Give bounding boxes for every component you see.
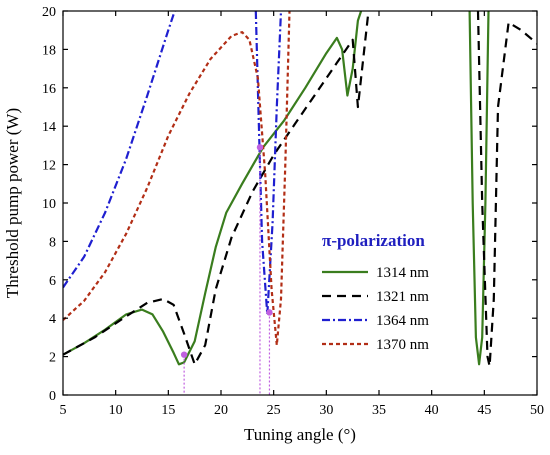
legend-label-1321-nm: 1321 nm — [376, 289, 429, 305]
y-tick-label-14: 14 — [42, 120, 56, 135]
series-line-1370-nm-part-1 — [63, 11, 291, 347]
series-line-1364-nm-part-1 — [63, 11, 176, 289]
legend: π-polarization 1314 nm 1321 nm 1364 nm 1370… — [322, 231, 429, 353]
series-line-1321-nm-part-1 — [63, 11, 370, 366]
marker-2 — [256, 144, 264, 151]
x-tick-label-30: 30 — [319, 403, 333, 418]
marker-1 — [180, 351, 188, 358]
series-line-1314-nm-part-2 — [468, 11, 490, 366]
y-tick-label-6: 6 — [49, 274, 56, 289]
y-tick-label-18: 18 — [42, 43, 56, 58]
x-tick-label-25: 25 — [267, 403, 281, 418]
curves-layer — [63, 11, 537, 368]
y-tick-label-0: 0 — [49, 389, 56, 404]
y-tick-label-20: 20 — [42, 5, 56, 20]
legend-label-1370-nm: 1370 nm — [376, 337, 429, 353]
x-tick-label-45: 45 — [477, 403, 491, 418]
x-tick-label-40: 40 — [425, 403, 439, 418]
y-tick-label-12: 12 — [42, 159, 56, 174]
x-tick-label-10: 10 — [109, 403, 123, 418]
y-axis-title: Threshold pump power (W) — [3, 108, 22, 298]
x-tick-label-50: 50 — [530, 403, 544, 418]
x-axis-title: Tuning angle (°) — [244, 425, 356, 444]
series-line-1321-nm-part-2 — [476, 11, 537, 368]
y-tick-label-2: 2 — [49, 351, 56, 366]
y-tick-label-10: 10 — [42, 197, 56, 212]
legend-label-1314-nm: 1314 nm — [376, 265, 429, 281]
y-tick-label-4: 4 — [49, 312, 56, 327]
y-tick-label-8: 8 — [49, 235, 56, 250]
series-line-1314-nm-part-1 — [63, 11, 363, 366]
x-tick-label-15: 15 — [161, 403, 175, 418]
legend-label-1364-nm: 1364 nm — [376, 313, 429, 329]
marker-3 — [266, 309, 273, 316]
ticks-layer: 5 10 15 20 25 30 35 40 45 50 0 2 4 6 8 10 12 14 16 18 20 — [42, 5, 544, 418]
x-tick-label-20: 20 — [214, 403, 228, 418]
series-line-1364-nm-part-2 — [254, 11, 283, 316]
y-tick-label-16: 16 — [42, 82, 56, 97]
markers-layer — [180, 144, 273, 358]
x-tick-label-5: 5 — [60, 403, 67, 418]
legend-title: π-polarization — [322, 231, 425, 250]
plot-frame — [62, 10, 538, 396]
guide-lines-layer — [183, 147, 271, 395]
x-tick-label-35: 35 — [372, 403, 386, 418]
